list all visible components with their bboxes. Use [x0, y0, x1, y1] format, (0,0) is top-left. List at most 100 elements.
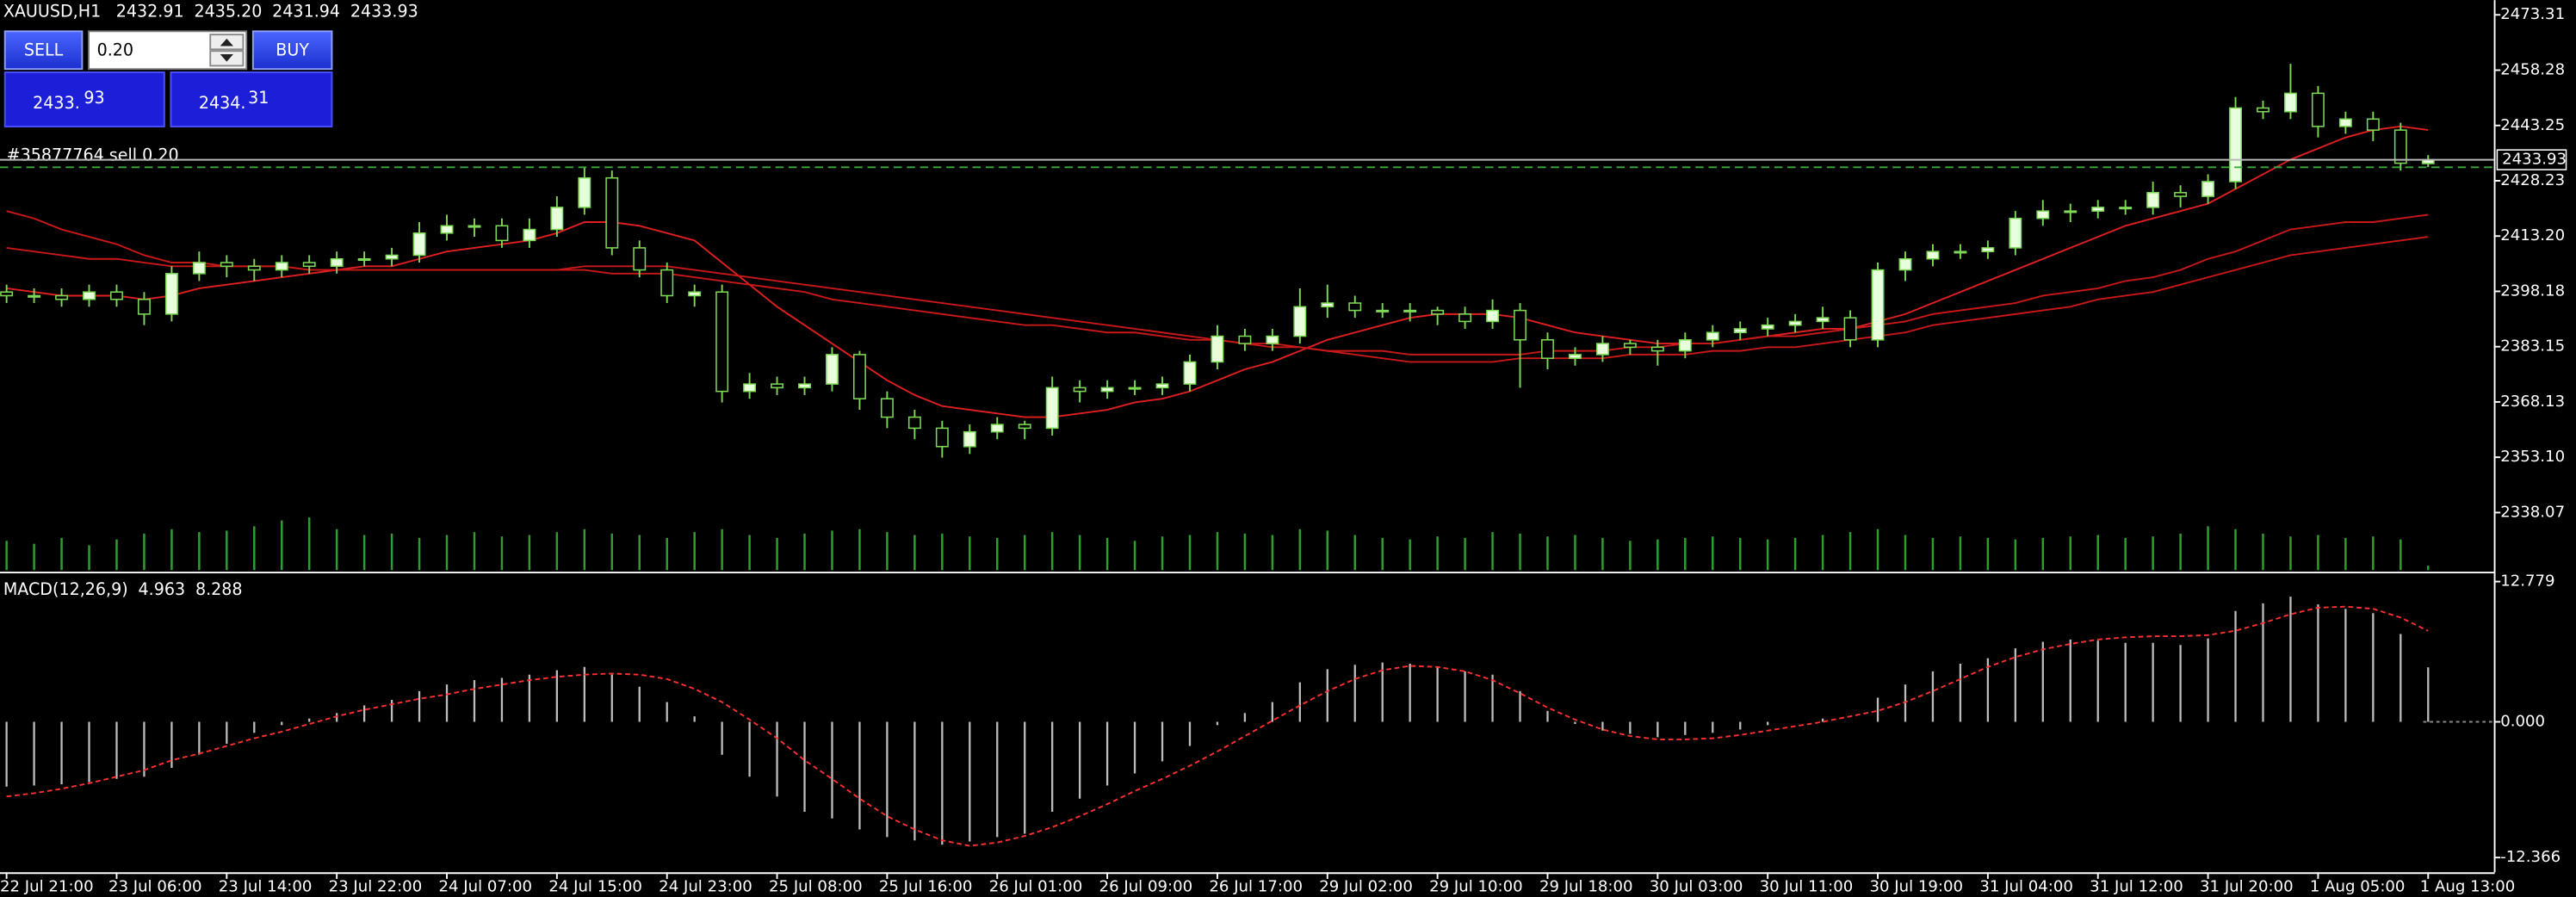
candle-body — [550, 207, 564, 231]
plot-layer: 2473.31 2458.28 2443.25 2428.23 2413.20 2398.… — [0, 5, 2567, 895]
candle-body — [1073, 387, 1087, 393]
header-open: 2432.91 — [116, 2, 184, 21]
candle-body — [880, 398, 894, 418]
candle-body — [357, 257, 371, 262]
candle-body — [523, 228, 536, 242]
candle-body — [1045, 387, 1059, 430]
candle-body — [826, 354, 839, 385]
candle-body — [2091, 207, 2105, 212]
bid-pips[interactable]: 93 — [84, 89, 104, 108]
candle-body — [1403, 309, 1417, 312]
candle-body — [1211, 335, 1224, 363]
candle-body — [2174, 192, 2188, 197]
candle-body — [2229, 107, 2242, 182]
header-high: 2435.20 — [194, 2, 262, 21]
candle-body — [275, 262, 288, 271]
x-tick-label: 29 Jul 18:00 — [1539, 877, 1633, 895]
y-tick-label: 2368.13 — [2500, 393, 2565, 411]
macd-main-value: 4.963 — [139, 580, 186, 599]
x-tick-label: 31 Jul 20:00 — [2200, 877, 2294, 895]
candle-body — [1431, 309, 1445, 315]
candle-body — [1321, 302, 1334, 308]
x-tick-label: 23 Jul 14:00 — [219, 877, 313, 895]
candle-body — [1871, 269, 1885, 341]
symbol: XAUUSD,H1 — [3, 2, 101, 21]
x-tick-label: 24 Jul 23:00 — [659, 877, 752, 895]
candle-body — [1706, 331, 1719, 341]
candle-body — [1155, 383, 1169, 389]
candle-body — [0, 291, 14, 297]
ask-main[interactable]: 2434. — [199, 94, 246, 113]
candle-body — [28, 294, 41, 298]
x-tick-label: 30 Jul 03:00 — [1650, 877, 1743, 895]
candle-body — [1650, 346, 1664, 352]
x-tick-label: 29 Jul 02:00 — [1319, 877, 1413, 895]
candle-body — [2311, 92, 2325, 127]
candle-body — [1569, 354, 1582, 359]
macd-signal-value: 8.288 — [195, 580, 243, 599]
candle-body — [605, 176, 619, 249]
sell-button[interactable] — [3, 30, 84, 71]
y-tick-label: 2398.18 — [2500, 281, 2565, 300]
candle-body — [853, 354, 866, 399]
candle-body — [2393, 129, 2407, 164]
candle-body — [1514, 309, 1526, 341]
price-label-box — [2496, 149, 2567, 170]
candle-body — [2257, 107, 2269, 113]
candle-body — [1376, 309, 1390, 312]
candle-body — [1266, 335, 1279, 344]
candle-body — [2366, 118, 2380, 131]
y-tick-label: 2428.23 — [2500, 171, 2565, 189]
bid-box[interactable] — [3, 71, 165, 127]
current-price: 2433.93 — [2502, 151, 2567, 169]
moving-average — [6, 125, 2429, 418]
candle-body — [715, 291, 729, 393]
buy-label[interactable]: BUY — [276, 41, 309, 60]
candle-body — [468, 225, 481, 228]
ask-box[interactable] — [170, 71, 333, 127]
candle-body — [385, 254, 399, 260]
candle-body — [1733, 328, 1747, 334]
order-label: #35877764 sell 0.20 — [7, 145, 179, 164]
candle-body — [1843, 317, 1857, 341]
header-low: 2431.94 — [272, 2, 340, 21]
candle-body — [2036, 210, 2050, 220]
ask-pips[interactable]: 31 — [248, 89, 269, 108]
candle-body — [578, 176, 591, 208]
candle-body — [2284, 92, 2297, 113]
candle-body — [2009, 217, 2022, 249]
x-tick-label: 23 Jul 22:00 — [329, 877, 423, 895]
buy-button[interactable] — [251, 30, 333, 71]
candle-body — [2338, 118, 2352, 127]
sell-label[interactable]: SELL — [24, 41, 64, 60]
x-tick-label: 24 Jul 07:00 — [438, 877, 532, 895]
x-tick-label: 26 Jul 17:00 — [1209, 877, 1303, 895]
bid-main[interactable]: 2433. — [33, 94, 80, 113]
candle-body — [2064, 210, 2078, 213]
spinner-arrows — [220, 38, 233, 62]
x-tick-label: 30 Jul 19:00 — [1869, 877, 1963, 895]
candle-body — [2119, 207, 2133, 210]
candle-body — [1541, 339, 1554, 359]
candle-body — [660, 269, 674, 297]
candle-body — [990, 424, 1004, 433]
candle-body — [1981, 247, 1995, 252]
candle-body — [963, 430, 976, 448]
candle-body — [1926, 251, 1940, 260]
candle-body — [1678, 339, 1692, 352]
y-tick-label: 2458.28 — [2500, 61, 2565, 79]
x-tick-label: 1 Aug 13:00 — [2420, 877, 2516, 895]
lot-value[interactable]: 0.20 — [97, 41, 133, 60]
candle-body — [771, 383, 784, 389]
x-tick-label: 25 Jul 08:00 — [769, 877, 863, 895]
candle-body — [688, 291, 702, 297]
x-tick-label: 22 Jul 21:00 — [0, 877, 94, 895]
y-tick-label: 2353.10 — [2500, 448, 2565, 466]
y-tick-label: 2413.20 — [2500, 226, 2565, 244]
candle-body — [907, 416, 921, 430]
macd-signal — [6, 605, 2429, 847]
x-tick-label: 24 Jul 15:00 — [548, 877, 642, 895]
candle-body — [1954, 251, 1967, 254]
